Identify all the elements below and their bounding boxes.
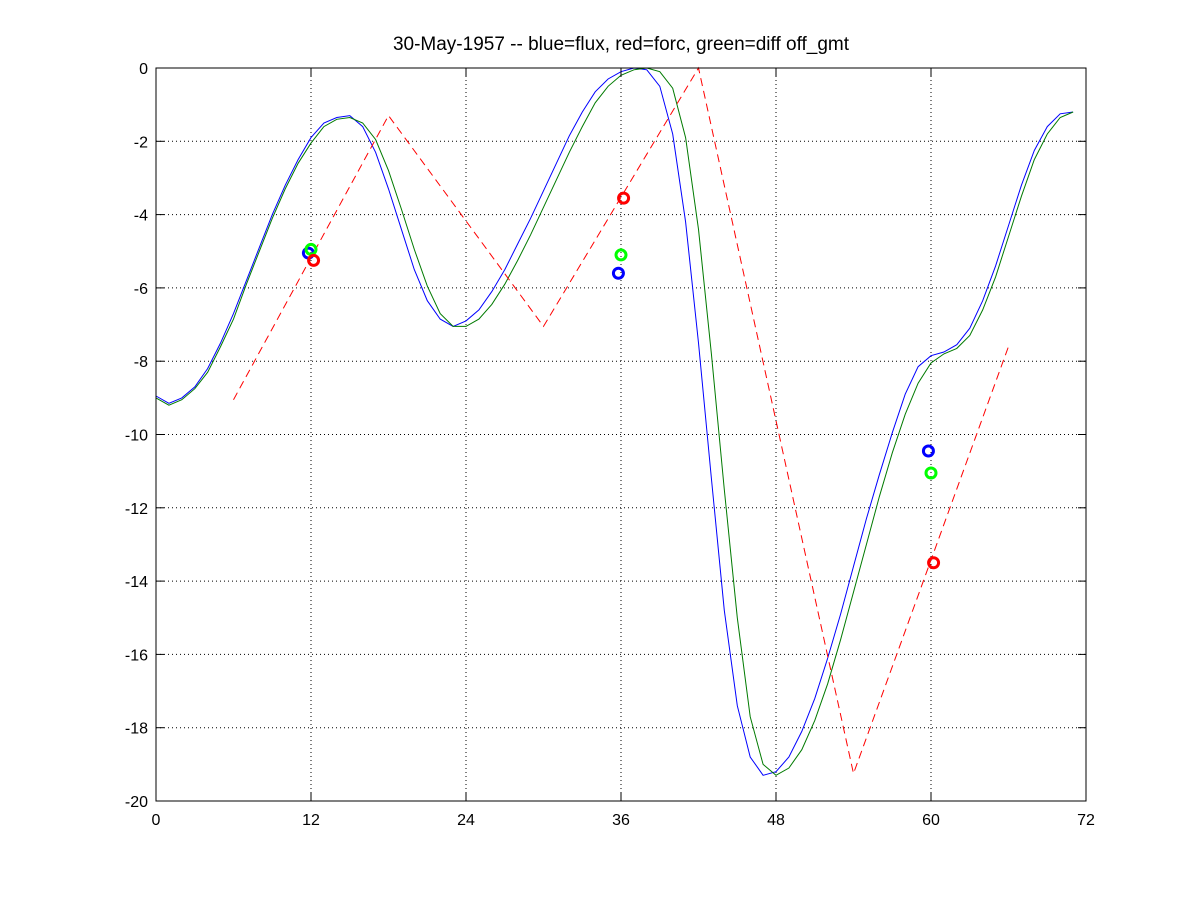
data-marker-5 xyxy=(611,266,625,280)
data-marker-1 xyxy=(304,242,318,256)
x-tick-label: 48 xyxy=(767,812,785,829)
x-tick-label: 0 xyxy=(152,812,161,829)
y-tick-label: -4 xyxy=(134,208,148,225)
x-tick-label: 72 xyxy=(1077,812,1095,829)
grid-lines xyxy=(156,68,1086,801)
series-line-2 xyxy=(233,66,1009,776)
y-tick-label: -20 xyxy=(125,794,148,811)
x-tick-label: 12 xyxy=(302,812,320,829)
series-layer xyxy=(155,66,1074,776)
data-marker-3 xyxy=(617,191,631,205)
series-line-1 xyxy=(155,67,1074,776)
axis-ticks: 0 12 24 36 48 60 72 0 -2 -4 -6 -8 -10 -12 -14 -16 -18 -20 xyxy=(125,61,1095,829)
x-tick-label: 60 xyxy=(922,812,940,829)
data-marker-2 xyxy=(307,253,321,267)
markers-layer xyxy=(301,191,941,570)
y-tick-label: -12 xyxy=(125,501,148,518)
y-tick-label: -6 xyxy=(134,281,148,298)
x-tick-label: 24 xyxy=(457,812,475,829)
y-tick-label: -18 xyxy=(125,721,148,738)
data-marker-8 xyxy=(927,556,941,570)
y-tick-label: -14 xyxy=(125,574,148,591)
chart-title: 30-May-1957 -- blue=flux, red=forc, gree… xyxy=(392,34,850,55)
series-line-0 xyxy=(155,67,1074,776)
y-tick-label: -16 xyxy=(125,647,148,664)
data-marker-4 xyxy=(614,248,628,262)
y-tick-label: -10 xyxy=(125,428,148,445)
data-marker-6 xyxy=(921,444,935,458)
y-tick-label: -2 xyxy=(134,134,148,151)
y-tick-label: -8 xyxy=(134,354,148,371)
data-marker-7 xyxy=(924,466,938,480)
y-tick-label: 0 xyxy=(139,61,148,78)
x-tick-label: 36 xyxy=(612,812,630,829)
